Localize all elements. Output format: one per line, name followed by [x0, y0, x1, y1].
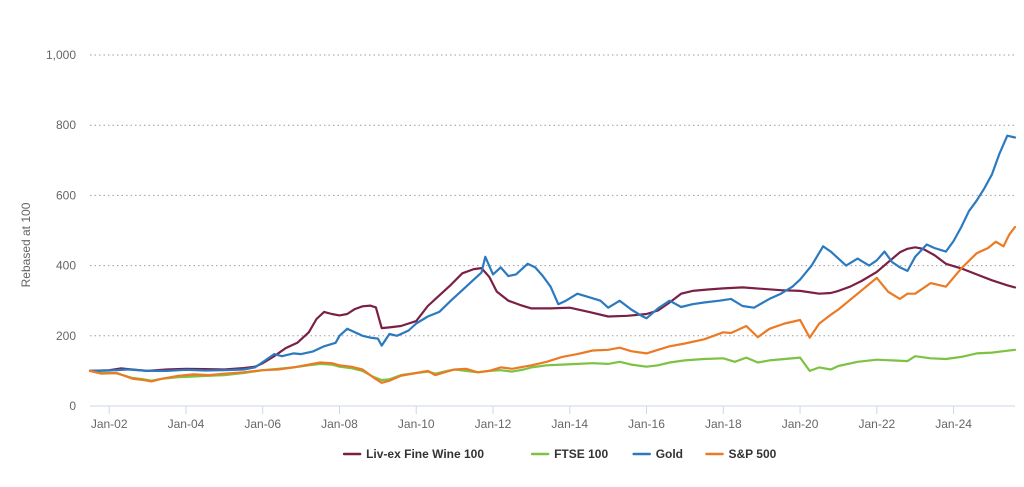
series-line-liv-ex-fine-wine-100[interactable] — [88, 246, 1017, 372]
x-tick-label: Jan-10 — [398, 417, 435, 431]
x-tick-label: Jan-16 — [628, 417, 665, 431]
legend-item-ftse-100[interactable]: FTSE 100 — [530, 447, 608, 461]
legend-label: FTSE 100 — [554, 447, 608, 461]
legend-label: S&P 500 — [729, 447, 777, 461]
y-tick-label: 800 — [56, 118, 76, 132]
y-tick-label: 400 — [56, 259, 76, 273]
legend-item-liv-ex-fine-wine-100[interactable]: Liv-ex Fine Wine 100 — [342, 447, 484, 461]
y-tick-label: 1,000 — [46, 48, 76, 62]
series-line-gold[interactable] — [88, 134, 1017, 372]
x-tick-label: Jan-18 — [705, 417, 742, 431]
series-line-ftse-100[interactable] — [88, 348, 1017, 382]
legend-label: Liv-ex Fine Wine 100 — [366, 447, 484, 461]
x-tick-label: Jan-14 — [551, 417, 588, 431]
y-tick-label: 600 — [56, 188, 76, 202]
legend-item-gold[interactable]: Gold — [632, 447, 683, 461]
gridlines — [90, 54, 1015, 337]
legend-item-s-p-500[interactable]: S&P 500 — [705, 447, 777, 461]
x-tick-label: Jan-20 — [782, 417, 819, 431]
legend-label: Gold — [656, 447, 683, 461]
series-lines — [88, 134, 1017, 384]
x-tick-label: Jan-06 — [244, 417, 281, 431]
x-tick-label: Jan-12 — [475, 417, 512, 431]
x-tick-label: Jan-24 — [935, 417, 972, 431]
y-axis-title: Rebased at 100 — [19, 202, 33, 287]
x-tick-label: Jan-04 — [168, 417, 205, 431]
x-tick-label: Jan-22 — [858, 417, 895, 431]
y-tick-label: 0 — [69, 399, 76, 413]
x-tick-label: Jan-08 — [321, 417, 358, 431]
axes: 0 200 400 600 800 1,000 Jan-02 Jan-04 Jan-06 Jan-… — [46, 48, 1015, 431]
y-tick-label: 200 — [56, 329, 76, 343]
legend[interactable]: Liv-ex Fine Wine 100 FTSE 100 Gold S&P 500 — [342, 447, 777, 461]
series-line-s-p-500[interactable] — [88, 225, 1017, 384]
x-tick-label: Jan-02 — [91, 417, 128, 431]
